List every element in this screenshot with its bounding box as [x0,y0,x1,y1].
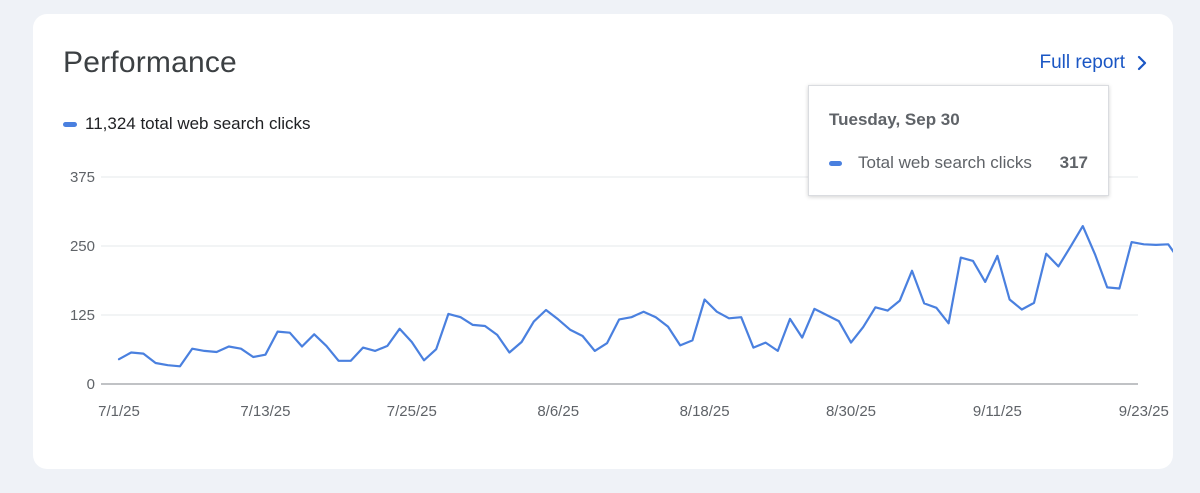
chevron-right-icon [1137,55,1147,71]
x-tick-label: 9/11/25 [973,403,1022,420]
x-tick-label: 7/25/25 [387,403,437,420]
tooltip-series-label: Total web search clicks [858,153,1032,172]
full-report-link[interactable]: Full report [1039,52,1147,74]
x-tick-label: 7/1/25 [98,403,140,420]
series-line-total-web-search-clicks [117,225,1173,368]
x-tick-label: 8/18/25 [680,403,730,420]
tooltip-row: Total web search clicks 317 [829,153,1088,173]
chart-tooltip: Tuesday, Sep 30 Total web search clicks … [808,85,1109,196]
x-tick-label: 8/30/25 [826,403,876,420]
tooltip-date: Tuesday, Sep 30 [829,110,960,129]
y-tick-label: 125 [70,307,95,324]
performance-card: Performance Full report 11,324 total web… [33,14,1173,469]
chart-legend: 11,324 total web search clicks [63,114,311,134]
legend-swatch [63,121,77,127]
y-tick-label: 250 [70,238,95,255]
x-tick-label: 7/13/25 [240,403,290,420]
y-tick-label: 0 [87,376,95,393]
performance-chart[interactable]: 0 125 250 375 7/1/25 7/13/25 7/25/25 8/6/25 8/18… [33,14,1173,469]
full-report-label: Full report [1039,52,1125,73]
page-title: Performance [63,46,237,79]
tooltip-swatch [829,160,842,166]
y-tick-label: 375 [70,169,95,186]
x-tick-label: 8/6/25 [537,403,579,420]
legend-label: 11,324 total web search clicks [85,114,311,133]
tooltip-value: 317 [1059,153,1088,172]
x-tick-label: 9/23/25 [1119,403,1169,420]
